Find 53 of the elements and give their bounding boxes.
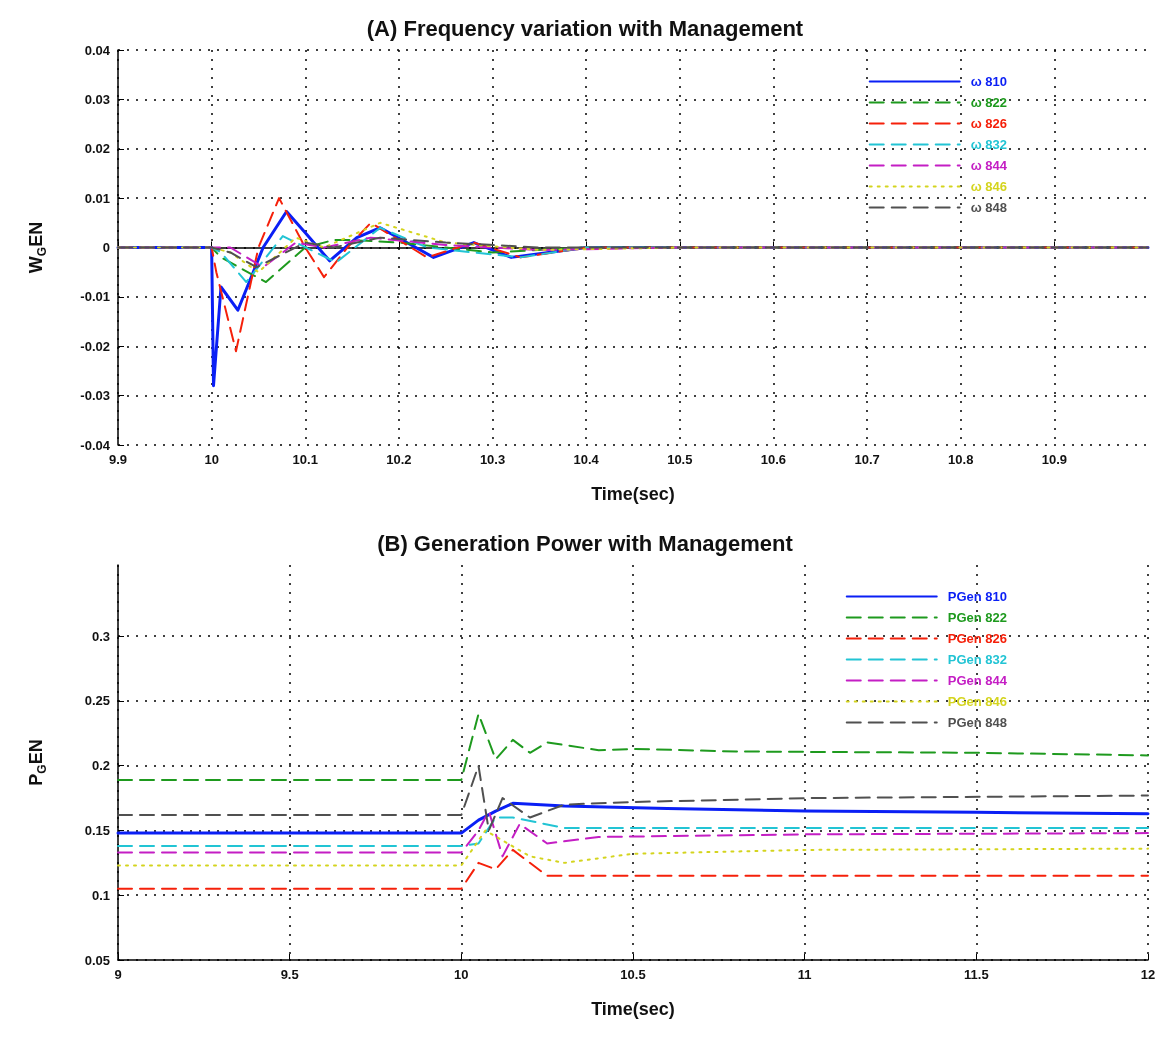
y-tick-label: -0.01 xyxy=(80,289,110,305)
x-tick-label: 10.5 xyxy=(620,967,646,982)
y-tick-label: -0.03 xyxy=(80,388,110,404)
text: PGen 822 xyxy=(947,610,1008,625)
x-tick-label: 10.8 xyxy=(948,452,974,467)
text: ω 826 xyxy=(970,116,1008,131)
text: PGen 832 xyxy=(947,652,1008,667)
text: ω 810 xyxy=(970,74,1008,89)
x-tick-label: 10.2 xyxy=(386,452,412,467)
x-tick-label: 9.9 xyxy=(108,452,128,467)
y-axis-title: PGEN xyxy=(26,739,49,786)
x-tick-label: 11 xyxy=(797,967,812,982)
text: PGen 844 xyxy=(947,673,1008,688)
x-tick-label: 11.5 xyxy=(964,967,989,982)
y-tick-label: 0.01 xyxy=(84,190,110,206)
x-tick-label: 10 xyxy=(204,452,219,467)
chart-title: (B) Generation Power with Management xyxy=(377,530,794,556)
text: PGen 810 xyxy=(947,589,1008,604)
x-tick-label: 12 xyxy=(1140,967,1156,982)
y-tick-label: 0.2 xyxy=(91,758,110,774)
x-axis-title: Time(sec) xyxy=(591,484,675,504)
y-tick-label: 0.1 xyxy=(91,887,110,903)
text: ω 848 xyxy=(970,200,1008,215)
x-tick-label: 10.9 xyxy=(1041,452,1068,467)
y-tick-label: 0.3 xyxy=(91,628,110,644)
x-tick-label: 10.6 xyxy=(760,452,787,467)
x-tick-label: 10.4 xyxy=(573,452,600,467)
y-tick-label: -0.04 xyxy=(80,437,111,453)
x-tick-label: 9 xyxy=(114,967,122,982)
chart-title: (A) Frequency variation with Management xyxy=(366,15,804,41)
x-tick-label: 10.5 xyxy=(667,452,693,467)
y-axis-title: WGEN xyxy=(26,221,49,274)
y-tick-label: 0.25 xyxy=(84,693,110,709)
text: PGen 848 xyxy=(947,715,1008,730)
x-tick-label: 9.5 xyxy=(280,967,299,982)
y-tick-label: 0.15 xyxy=(84,822,110,838)
x-tick-label: 10.7 xyxy=(854,452,880,467)
y-tick-label: 0 xyxy=(102,240,110,255)
text: ω 844 xyxy=(970,158,1008,173)
x-tick-label: 10.1 xyxy=(292,452,318,467)
text: ω 822 xyxy=(970,95,1008,110)
text: PGen 846 xyxy=(947,694,1008,709)
y-tick-label: -0.02 xyxy=(80,338,110,354)
y-tick-label: 0.05 xyxy=(84,952,110,968)
x-axis-title: Time(sec) xyxy=(591,999,675,1019)
y-tick-label: 0.03 xyxy=(84,91,110,107)
x-tick-label: 10 xyxy=(454,967,469,982)
text: ω 846 xyxy=(970,179,1008,194)
text: ω 832 xyxy=(970,137,1008,152)
x-tick-label: 10.3 xyxy=(479,452,506,467)
text: PGen 826 xyxy=(947,631,1008,646)
y-tick-label: 0.04 xyxy=(84,42,111,58)
y-tick-label: 0.02 xyxy=(84,141,110,157)
